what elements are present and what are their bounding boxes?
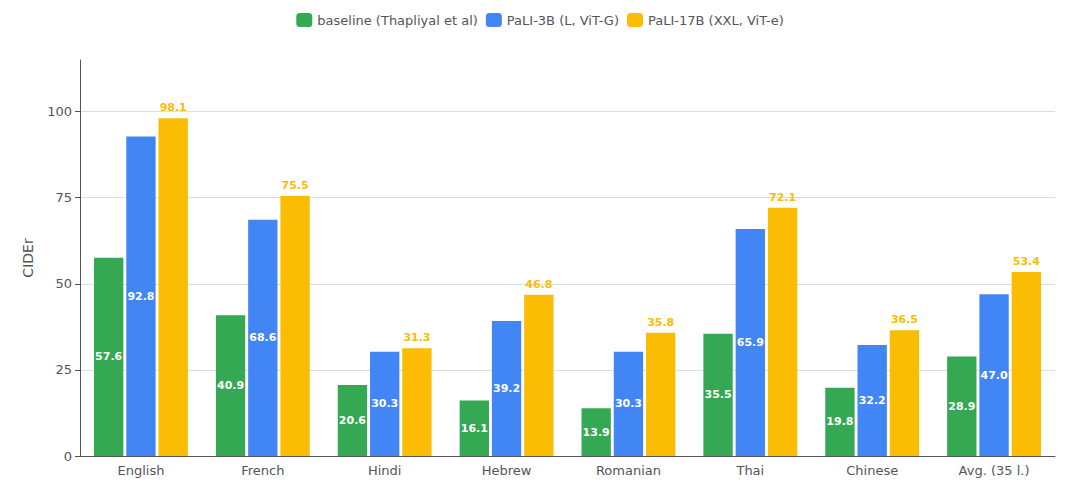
svg-text:31.3: 31.3 [403, 331, 430, 344]
svg-text:53.4: 53.4 [1013, 255, 1040, 268]
svg-text:75.5: 75.5 [282, 179, 309, 192]
svg-text:46.8: 46.8 [525, 278, 552, 291]
svg-text:35.8: 35.8 [647, 316, 674, 329]
svg-text:65.9: 65.9 [737, 336, 764, 349]
svg-text:39.2: 39.2 [493, 382, 520, 395]
svg-text:57.6: 57.6 [95, 350, 122, 363]
svg-text:72.1: 72.1 [769, 191, 796, 204]
svg-text:40.9: 40.9 [217, 379, 244, 392]
svg-text:30.3: 30.3 [615, 397, 642, 410]
svg-text:100: 100 [47, 104, 72, 119]
svg-text:47.0: 47.0 [980, 369, 1007, 382]
svg-text:PaLI-17B (XXL, ViT-e): PaLI-17B (XXL, ViT-e) [648, 13, 784, 28]
svg-text:13.9: 13.9 [583, 426, 610, 439]
svg-text:Romanian: Romanian [596, 463, 661, 478]
svg-text:baseline (Thapliyal et al): baseline (Thapliyal et al) [317, 13, 478, 28]
svg-text:English: English [117, 463, 164, 478]
svg-text:68.6: 68.6 [249, 331, 276, 344]
svg-text:Avg. (35 l.): Avg. (35 l.) [959, 463, 1030, 478]
svg-text:Thai: Thai [735, 463, 764, 478]
svg-text:0: 0 [64, 449, 72, 464]
svg-text:30.3: 30.3 [371, 397, 398, 410]
svg-text:CIDEr: CIDEr [20, 238, 36, 278]
svg-text:Chinese: Chinese [846, 463, 898, 478]
svg-text:25: 25 [55, 362, 72, 377]
svg-text:50: 50 [55, 276, 72, 291]
svg-text:75: 75 [55, 190, 72, 205]
svg-text:Hindi: Hindi [368, 463, 402, 478]
svg-text:36.5: 36.5 [891, 313, 918, 326]
svg-text:French: French [241, 463, 284, 478]
svg-text:32.2: 32.2 [859, 394, 886, 407]
svg-text:16.1: 16.1 [461, 422, 488, 435]
svg-text:35.5: 35.5 [704, 388, 731, 401]
svg-text:19.8: 19.8 [826, 415, 853, 428]
svg-text:PaLI-3B (L, ViT-G): PaLI-3B (L, ViT-G) [507, 13, 619, 28]
svg-text:92.8: 92.8 [127, 290, 154, 303]
svg-text:28.9: 28.9 [948, 400, 975, 413]
svg-text:Hebrew: Hebrew [482, 463, 532, 478]
svg-text:98.1: 98.1 [160, 101, 187, 114]
svg-text:20.6: 20.6 [339, 414, 366, 427]
